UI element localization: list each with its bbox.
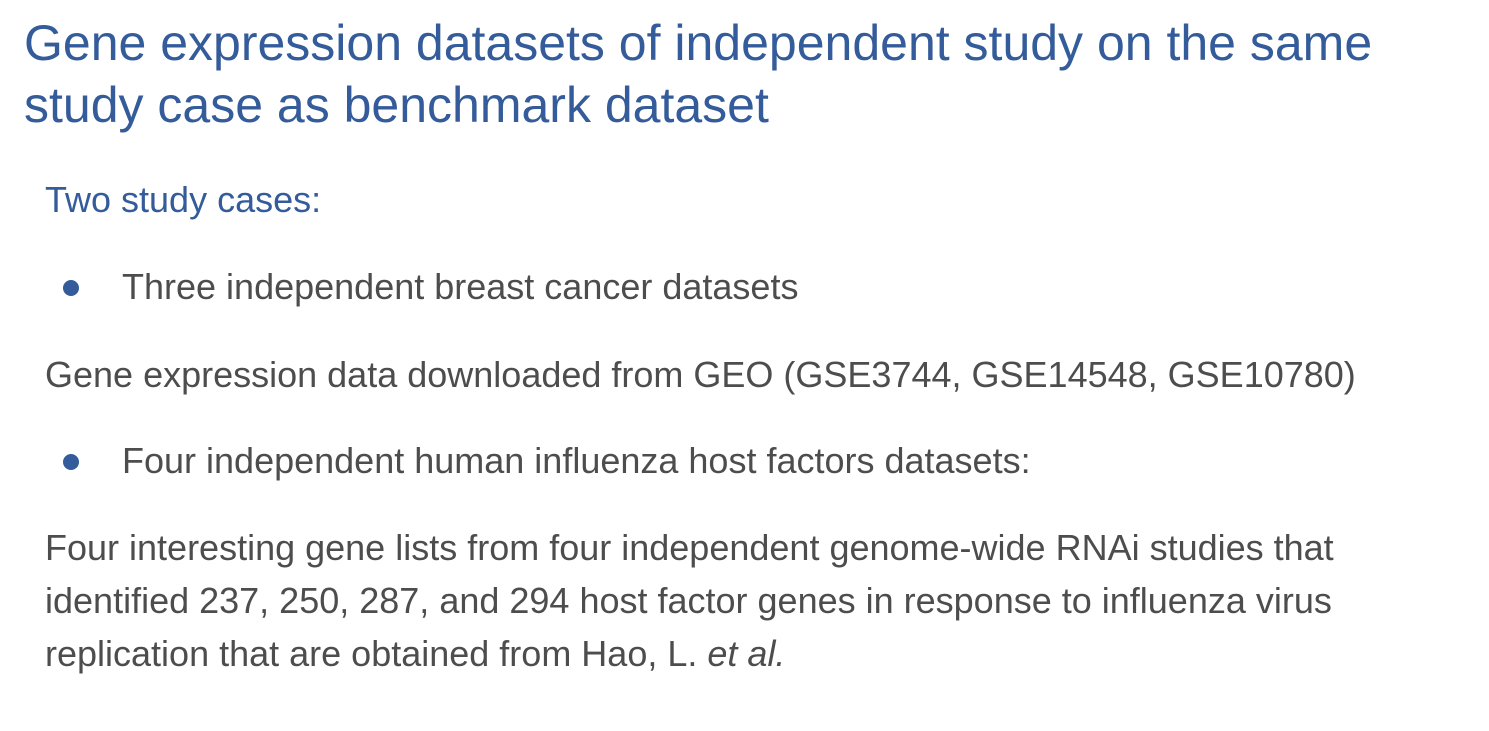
et-al-citation: et al. <box>707 633 786 674</box>
bullet-dot-icon <box>63 280 79 296</box>
bullet-text: Three independent breast cancer datasets <box>122 266 799 307</box>
bullet-text: Four independent human influenza host fa… <box>122 440 1031 481</box>
rnai-studies-text: Four interesting gene lists from four in… <box>45 527 1334 674</box>
geo-datasets-paragraph: Gene expression data downloaded from GEO… <box>45 354 1356 395</box>
subtitle: Two study cases: <box>45 179 322 220</box>
slide-title: Gene expression datasets of independent … <box>24 15 1373 133</box>
bullet-dot-icon <box>63 454 79 470</box>
rnai-studies-paragraph: Four interesting gene lists from four in… <box>45 521 1465 680</box>
